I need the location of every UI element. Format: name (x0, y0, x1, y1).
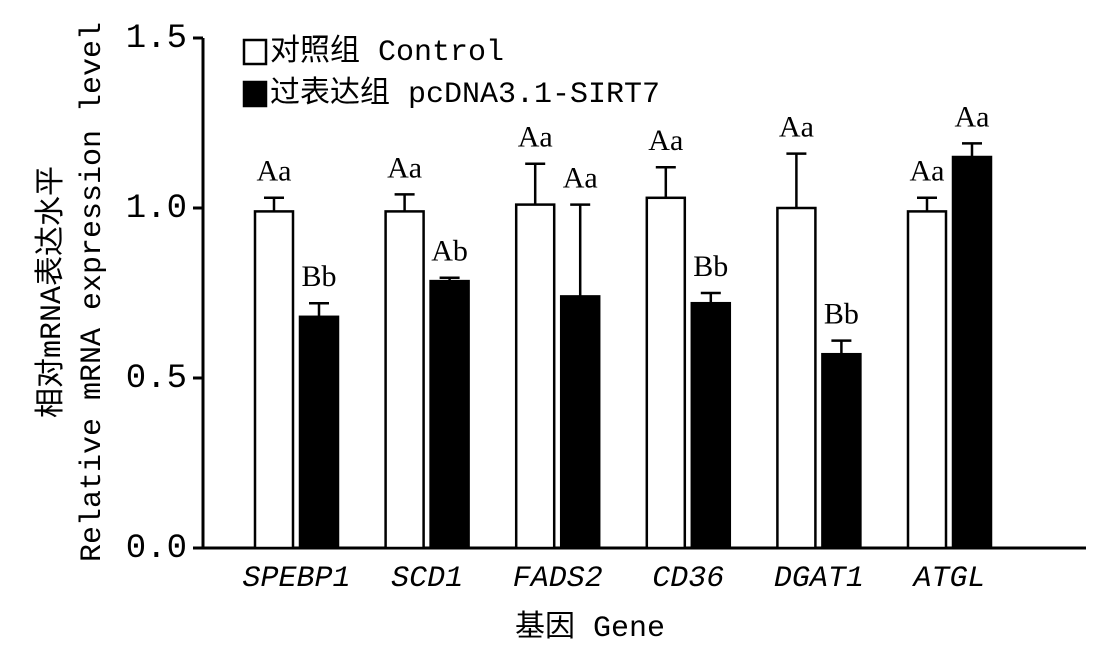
error-bar (570, 203, 591, 297)
error-bar (309, 301, 329, 317)
error-bar (786, 152, 807, 208)
x-tick-label: ATGL (911, 562, 985, 596)
bar (821, 352, 862, 550)
significance-label: Aa (910, 155, 945, 188)
x-tick-label: FADS2 (513, 562, 603, 596)
y-tick-label: 1.0 (126, 190, 187, 228)
bar (776, 206, 817, 550)
bar (298, 315, 340, 550)
significance-label: Bb (824, 297, 859, 330)
bar (429, 279, 470, 550)
bar (645, 196, 687, 550)
error-bar (655, 165, 676, 198)
bar (514, 203, 556, 550)
significance-label: Aa (563, 161, 598, 194)
error-bar (962, 142, 982, 157)
y-axis-title: 相对mRNA表达水平 Relative mRNA expression leve… (34, 22, 110, 562)
y-axis-title-line: Relative mRNA expression level (76, 22, 110, 562)
x-tick-label: SPEBP1 (242, 562, 350, 596)
legend-swatch (242, 80, 268, 108)
significance-label: Aa (648, 124, 683, 157)
bar (690, 301, 732, 550)
error-bar (917, 196, 937, 212)
significance-label: Bb (301, 260, 336, 293)
significance-label: Aa (257, 155, 292, 188)
legend-swatch (242, 38, 268, 66)
error-bar (525, 162, 546, 205)
x-axis-title: 基因 Gene (515, 610, 665, 646)
y-tick-label: 0.5 (126, 360, 187, 398)
y-tick-label: 0.0 (126, 530, 187, 568)
bar (253, 210, 295, 550)
error-bar (700, 291, 721, 304)
legend-label: 对照组 Control (270, 34, 504, 70)
significance-label: Aa (955, 100, 990, 133)
bar (951, 155, 993, 550)
error-bar (831, 339, 852, 355)
bar (906, 210, 948, 550)
error-bar (264, 196, 284, 212)
significance-label: Ab (431, 235, 468, 268)
x-tick-label: DGAT1 (774, 562, 864, 596)
y-axis-title-line: 相对mRNA表达水平 (34, 166, 70, 418)
significance-label: Bb (693, 250, 728, 283)
legend-label: 过表达组 pcDNA3.1-SIRT7 (270, 76, 660, 112)
error-bar (439, 276, 460, 282)
y-tick-label: 1.5 (126, 20, 187, 58)
bar (559, 295, 601, 550)
significance-label: Aa (779, 110, 814, 143)
error-bar (394, 193, 415, 212)
significance-label: Aa (387, 151, 422, 184)
significance-label: Aa (518, 121, 553, 154)
x-tick-label: SCD1 (391, 562, 463, 596)
bar (384, 210, 425, 550)
x-tick-label: CD36 (652, 562, 724, 596)
